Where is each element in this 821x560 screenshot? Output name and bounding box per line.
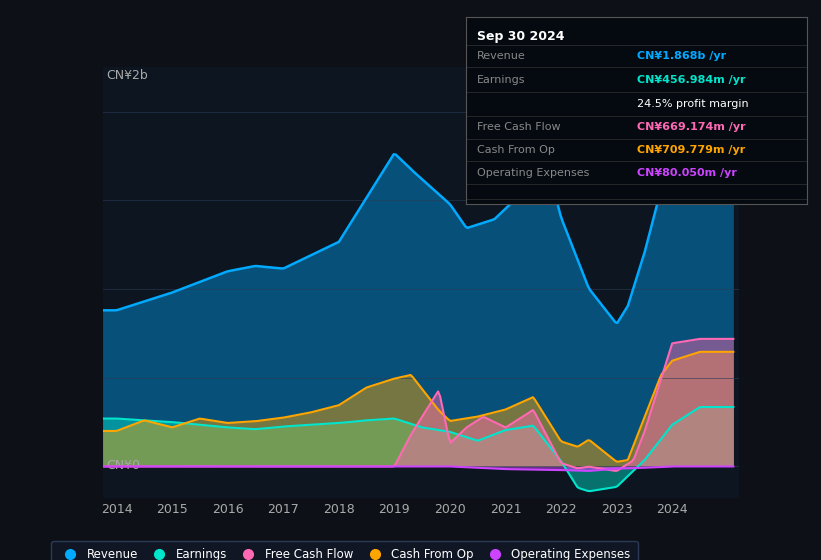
Text: Sep 30 2024: Sep 30 2024 bbox=[476, 30, 564, 43]
Text: Earnings: Earnings bbox=[476, 74, 525, 85]
Text: CN¥709.779m /yr: CN¥709.779m /yr bbox=[637, 145, 745, 155]
Text: Operating Expenses: Operating Expenses bbox=[476, 167, 589, 178]
Text: CN¥2b: CN¥2b bbox=[106, 69, 148, 82]
Text: CN¥80.050m /yr: CN¥80.050m /yr bbox=[637, 167, 736, 178]
Legend: Revenue, Earnings, Free Cash Flow, Cash From Op, Operating Expenses: Revenue, Earnings, Free Cash Flow, Cash … bbox=[51, 541, 638, 560]
Text: CN¥456.984m /yr: CN¥456.984m /yr bbox=[637, 74, 745, 85]
Text: CN¥669.174m /yr: CN¥669.174m /yr bbox=[637, 123, 745, 133]
Text: Cash From Op: Cash From Op bbox=[476, 145, 554, 155]
Text: 24.5% profit margin: 24.5% profit margin bbox=[637, 99, 748, 109]
Text: CN¥0: CN¥0 bbox=[106, 459, 140, 472]
Text: CN¥1.868b /yr: CN¥1.868b /yr bbox=[637, 51, 726, 61]
Text: Revenue: Revenue bbox=[476, 51, 525, 61]
Text: Free Cash Flow: Free Cash Flow bbox=[476, 123, 560, 133]
